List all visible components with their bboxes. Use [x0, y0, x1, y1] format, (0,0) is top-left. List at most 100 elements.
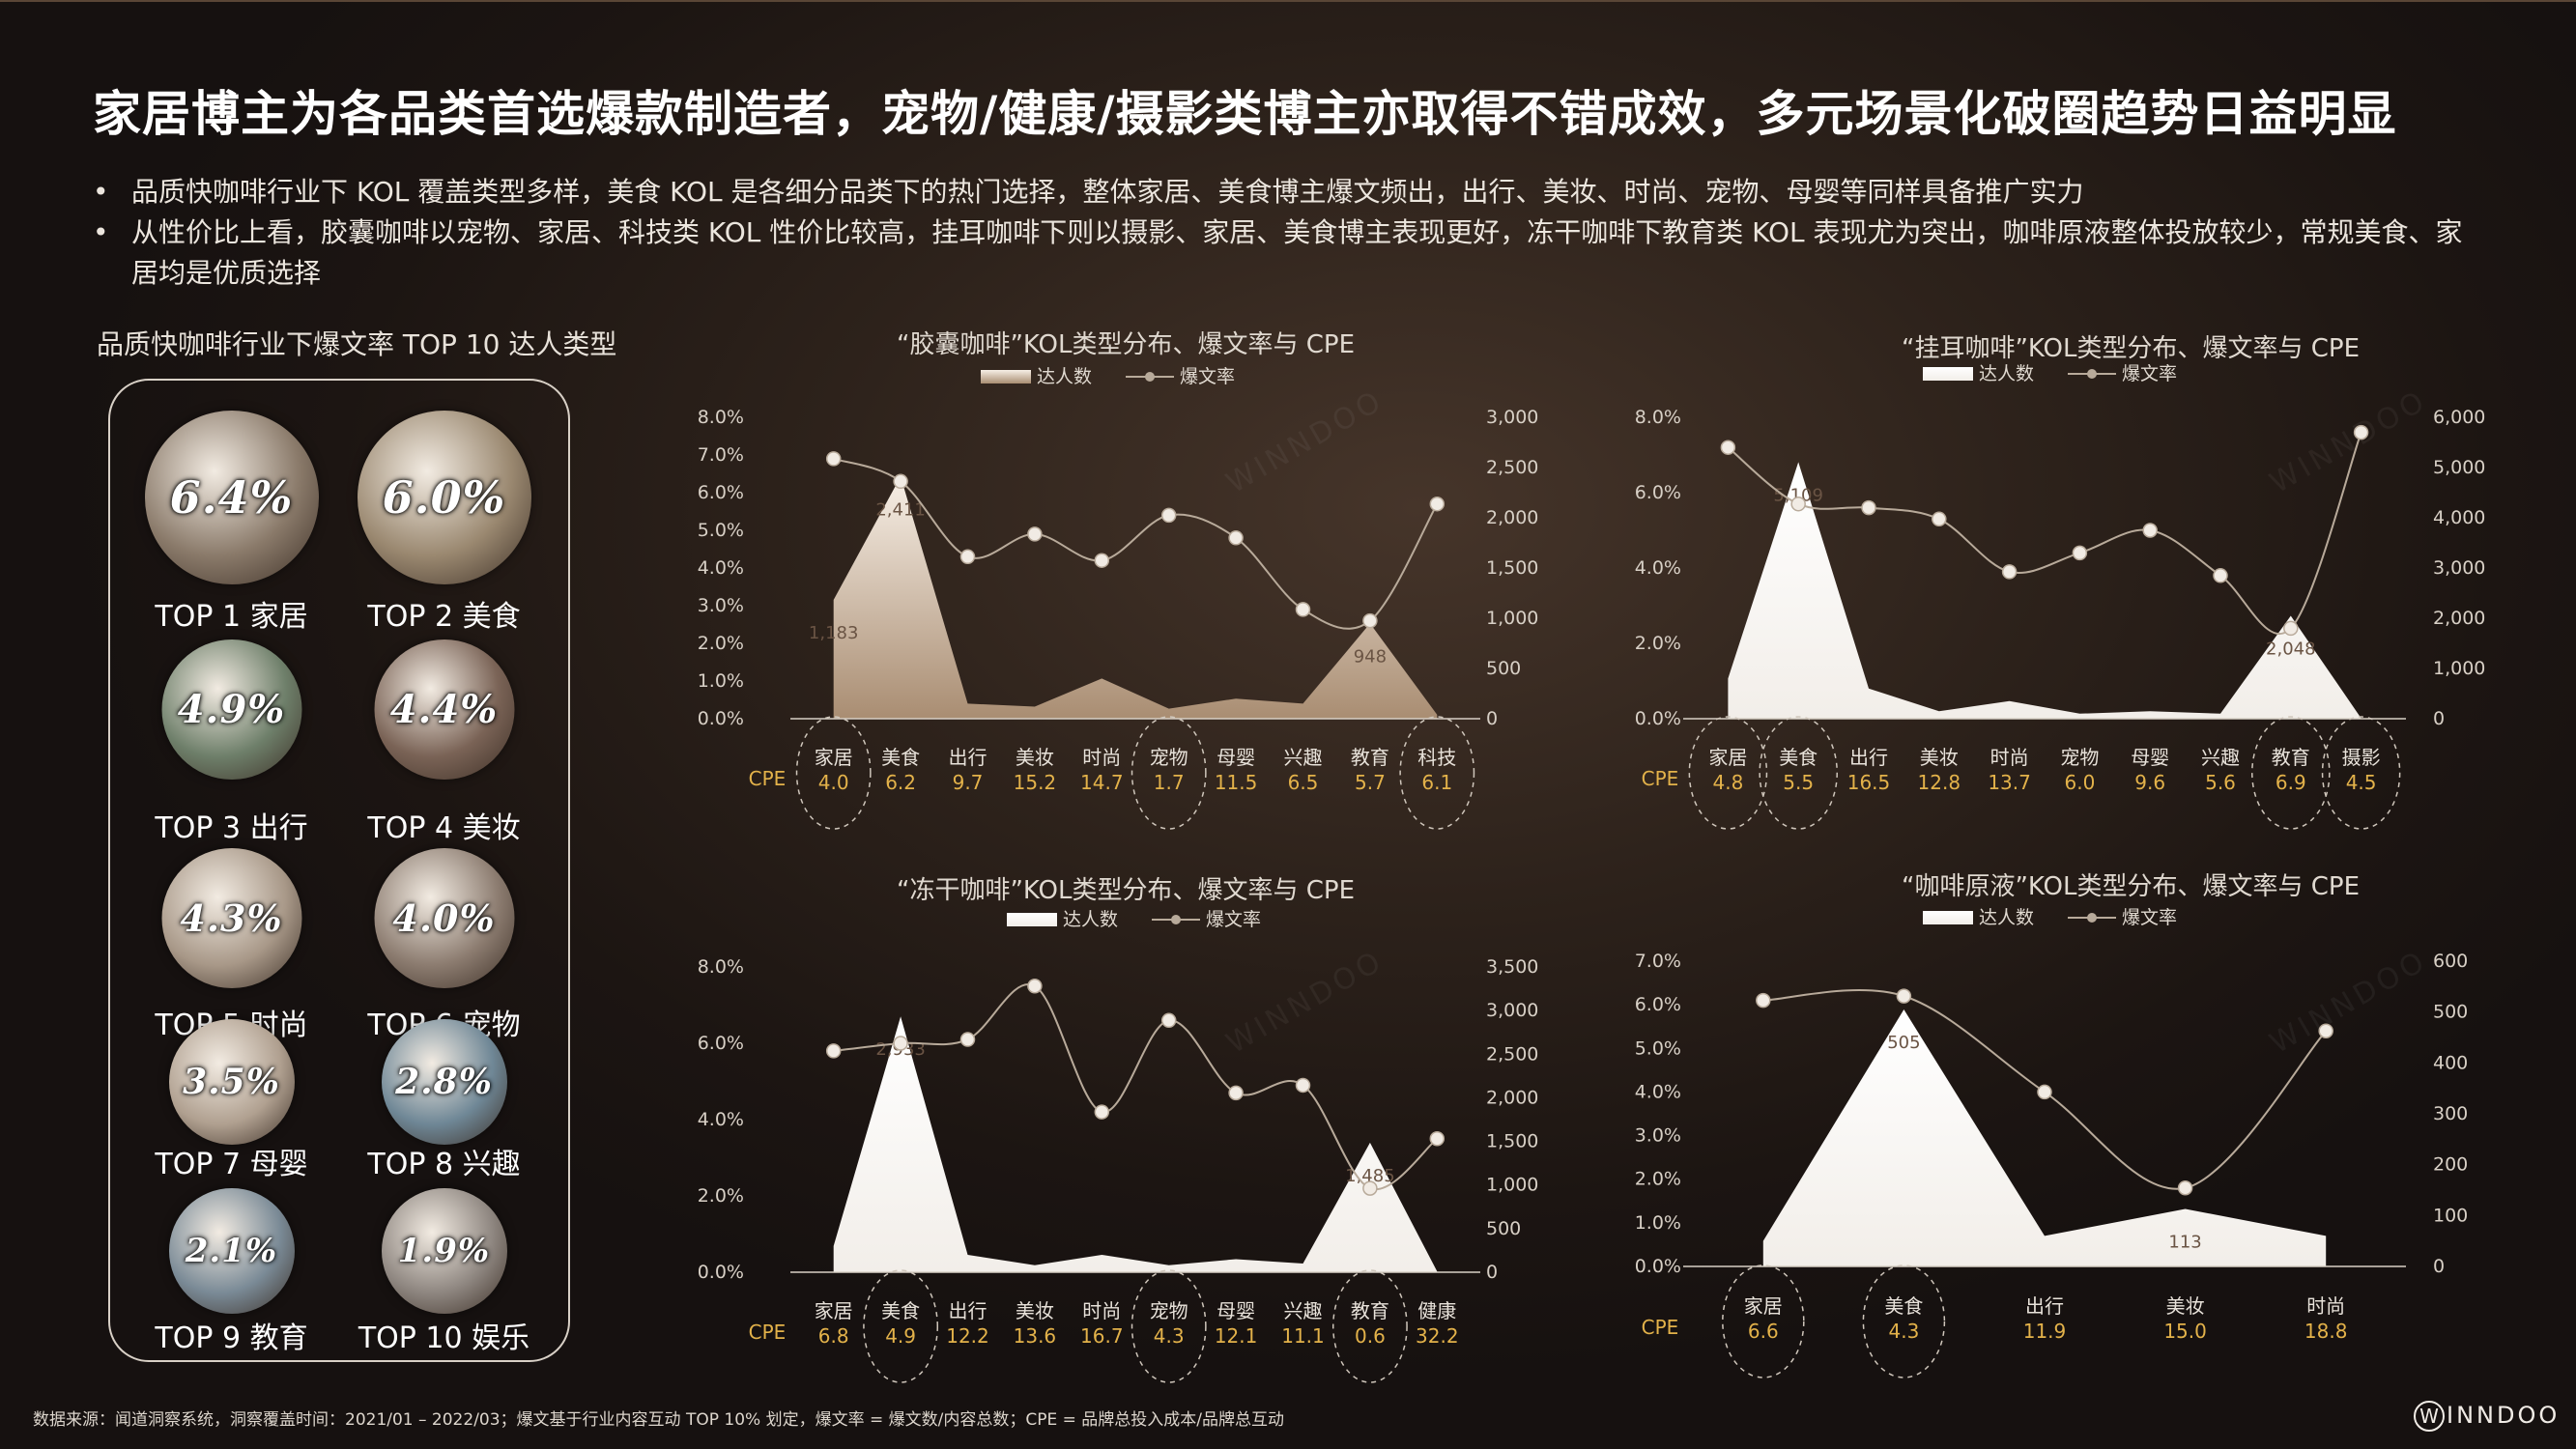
category-label: 母婴: [1216, 1299, 1255, 1322]
count-data-label: 1,485: [1345, 1166, 1395, 1186]
top10-item: 6.4% TOP 1 家居: [128, 411, 335, 634]
category-label: 美食: [881, 1299, 920, 1322]
left-axis-tick: 6.0%: [1635, 482, 1681, 503]
cpe-value: 5.7: [1355, 771, 1386, 794]
right-axis-tick: 2,500: [1486, 1043, 1538, 1065]
chart-svg: 达人数 爆文率 0.0% 2.0% 4.0% 6.0% 8.0% 0 1,000 2,000 3,0…: [1635, 363, 2485, 830]
legend-area-swatch: [1007, 913, 1057, 926]
left-axis-tick: 3.0%: [1635, 1125, 1681, 1147]
chart-svg: 达人数 爆文率 0.0% 1.0% 2.0% 3.0% 4.0% 5.0% 6.0% 7.0% 0 1…: [1635, 907, 2468, 1378]
category-photo-circle: 4.4%: [374, 639, 514, 780]
cpe-value: 16.5: [1847, 771, 1891, 794]
chart-svg: 达人数 爆文率 0.0% 2.0% 4.0% 6.0% 8.0% 0 500 1,000 1,500…: [698, 909, 1538, 1383]
right-axis-tick: 600: [2433, 951, 2468, 972]
category-label: 时尚: [1990, 746, 2029, 769]
right-axis-tick: 2,000: [1486, 1087, 1538, 1108]
cpe-value: 5.6: [2205, 771, 2236, 794]
right-axis-tick: 1,500: [1486, 1131, 1538, 1152]
cpe-value: 14.7: [1080, 771, 1124, 794]
category-photo-circle: 4.0%: [374, 848, 514, 988]
top10-item: 4.0%TOP 6 宠物: [340, 848, 548, 1042]
category-label: 美食: [881, 746, 920, 769]
legend-line-marker: [1171, 915, 1181, 924]
cpe-value: 16.7: [1080, 1324, 1124, 1348]
legend-count-label: 达人数: [1979, 363, 2034, 384]
left-axis-tick: 8.0%: [698, 407, 744, 428]
category-label: 科技: [1417, 746, 1456, 769]
top10-rate: 6.4%: [169, 471, 294, 524]
right-axis-tick: 100: [2433, 1205, 2468, 1226]
cpe-value: 6.1: [1421, 771, 1452, 794]
highlight-ellipse: [2251, 716, 2331, 830]
right-axis-tick: 200: [2433, 1154, 2468, 1176]
freeze-dried-coffee-chart: “冻干咖啡”KOL类型分布、爆文率与 CPE 达人数 爆文率 0.0% 2.0% 4.0…: [676, 865, 1546, 1383]
right-axis-tick: 3,000: [1486, 407, 1538, 428]
category-label: 出行: [1849, 746, 1888, 769]
chart-legend: 达人数 爆文率: [981, 366, 1235, 387]
left-axis-tick: 6.0%: [1635, 994, 1681, 1015]
cpe-value: 4.3: [1888, 1320, 1919, 1343]
chart-legend: 达人数 爆文率: [1923, 907, 2177, 928]
left-axis-tick: 4.0%: [1635, 1081, 1681, 1102]
bullet-1: 品质快咖啡行业下 KOL 覆盖类型多样，美食 KOL 是各细分品类下的热门选择，…: [93, 172, 2470, 213]
left-axis-tick: 0.0%: [698, 1262, 744, 1283]
rate-point: [1362, 612, 1378, 629]
top10-item: 4.4% TOP 4 美妆: [340, 639, 548, 845]
category-photo-circle: 6.0%: [357, 411, 531, 584]
rate-point: [1160, 1012, 1177, 1029]
rate-point: [1720, 440, 1736, 455]
category-photo-circle: 4.3%: [161, 848, 301, 988]
rate-point: [1027, 979, 1043, 994]
category-label: 兴趣: [2201, 746, 2240, 769]
highlight-ellipse: [1131, 1269, 1207, 1383]
chart-svg: 达人数 爆文率 0.0% 1.0% 2.0% 3.0% 4.0% 5.0% 6.0% 7.0% 8.…: [698, 366, 1538, 830]
category-label: 教育: [1351, 1299, 1389, 1322]
cpe-value: 0.6: [1355, 1324, 1386, 1348]
chart-title: “挂耳咖啡”KOL类型分布、爆文率与 CPE: [1901, 334, 2361, 363]
top10-label: TOP 1 家居: [155, 600, 308, 634]
right-axis-tick: 3,000: [2433, 557, 2485, 579]
right-axis-tick: 1,500: [1486, 557, 1538, 579]
rate-point: [2353, 424, 2369, 440]
rate-point: [1896, 988, 1912, 1004]
cpe-value: 11.1: [1281, 1324, 1325, 1348]
cpe-value: 9.7: [953, 771, 984, 794]
cpe-value: 6.0: [2064, 771, 2095, 794]
cpe-axis-label: CPE: [1642, 767, 1679, 790]
rate-point: [1790, 496, 1806, 512]
legend-rate-label: 爆文率: [2122, 363, 2177, 384]
top10-panel: [108, 379, 570, 1362]
cpe-value: 13.6: [1014, 1324, 1057, 1348]
top10-rate: 6.0%: [382, 471, 506, 524]
category-label: 兴趣: [1284, 746, 1323, 769]
top10-label: TOP 7 母婴: [155, 1148, 308, 1181]
rate-point: [2213, 568, 2228, 583]
cpe-value: 32.2: [1416, 1324, 1459, 1348]
left-axis-tick: 8.0%: [698, 956, 744, 978]
rate-line: [833, 457, 1439, 630]
kol-count-area: [1762, 1009, 2327, 1266]
highlight-ellipse: [1688, 716, 1768, 830]
left-axis-tick: 0.0%: [1635, 1256, 1681, 1277]
right-axis-tick: 2,000: [1486, 507, 1538, 528]
cpe-value: 6.2: [885, 771, 916, 794]
right-axis-tick: 400: [2433, 1052, 2468, 1073]
left-axis-tick: 6.0%: [698, 1033, 744, 1054]
category-label: 家居: [1744, 1294, 1783, 1318]
top10-rate: 3.5%: [183, 1062, 280, 1102]
left-axis-tick: 4.0%: [698, 1109, 744, 1130]
top10-rate: 4.9%: [177, 687, 286, 732]
category-label: 时尚: [1082, 746, 1121, 769]
category-label: 摄影: [2342, 746, 2381, 769]
top10-item: 6.0% TOP 2 美食: [340, 411, 548, 634]
rate-point: [825, 1043, 842, 1059]
category-photo-circle: 6.4%: [144, 411, 319, 584]
rate-point: [1094, 553, 1110, 568]
left-axis-tick: 7.0%: [1635, 951, 1681, 972]
right-axis-tick: 2,000: [2433, 608, 2485, 629]
category-label: 时尚: [1082, 1299, 1121, 1322]
rate-point: [1228, 530, 1244, 546]
rate-point: [959, 549, 976, 565]
highlight-ellipse: [1759, 716, 1838, 830]
cpe-value: 11.5: [1215, 771, 1258, 794]
